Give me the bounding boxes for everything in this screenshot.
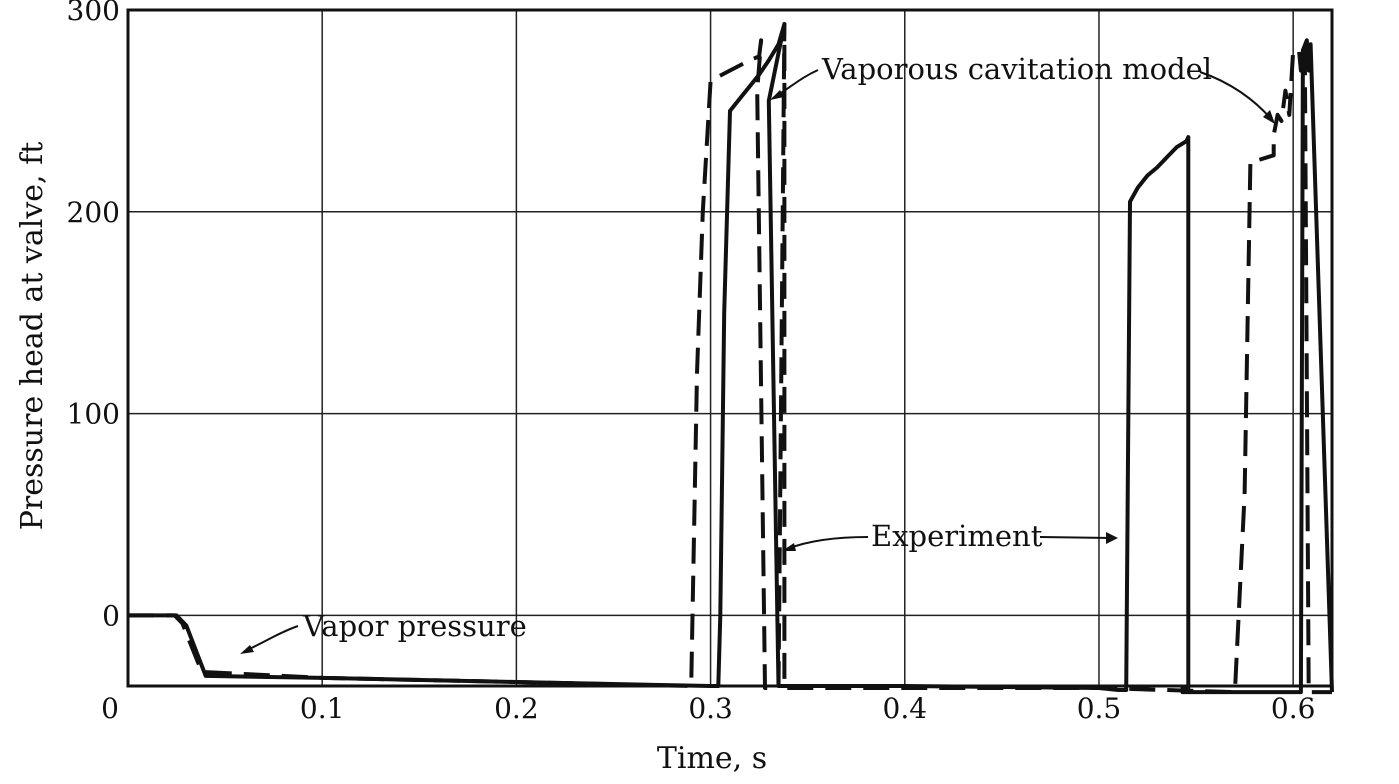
y-axis-label: Pressure head at valve, ft	[15, 142, 50, 531]
y-tick-label: 300	[67, 0, 120, 27]
arrowhead-vaporous-model-right	[1263, 110, 1275, 124]
arrowhead-experiment-right	[1106, 532, 1118, 544]
plot-frame	[126, 8, 1334, 688]
annotation-experiment: Experiment	[871, 519, 1043, 553]
y-tick-label: 100	[67, 398, 120, 431]
x-tick-label: 0.6	[1271, 692, 1316, 725]
annotations: Vaporous cavitation model Experiment Vap…	[240, 52, 1275, 654]
series-line-solid	[128, 22, 1334, 695]
arrowhead-vaporous-model-left	[770, 90, 784, 100]
tick-labels: 0 0.1 0.2 0.3 0.4 0.5 0.6 0 100 200 300	[67, 0, 1316, 725]
y-tick-label: 200	[67, 196, 120, 229]
annotation-vaporous-cavitation-model: Vaporous cavitation model	[821, 52, 1212, 86]
x-tick-label: 0	[101, 692, 119, 725]
x-tick-label: 0.3	[688, 692, 733, 725]
x-axis-label: Time, s	[657, 741, 767, 776]
annotation-vapor-pressure: Vapor pressure	[302, 609, 527, 643]
arrow-experiment-left	[786, 536, 869, 550]
series-line-dashed	[128, 22, 1332, 695]
x-tick-label: 0.5	[1077, 692, 1122, 725]
arrowhead-experiment-left	[782, 543, 796, 551]
x-tick-label: 0.1	[300, 692, 345, 725]
arrow-vapor-pressure	[244, 625, 299, 652]
series-group	[128, 22, 1334, 695]
y-tick-label: 0	[102, 599, 120, 632]
arrowhead-vapor-pressure	[240, 645, 254, 654]
x-tick-label: 0.4	[883, 692, 928, 725]
x-tick-label: 0.2	[494, 692, 539, 725]
arrow-experiment-right	[1039, 536, 1113, 539]
